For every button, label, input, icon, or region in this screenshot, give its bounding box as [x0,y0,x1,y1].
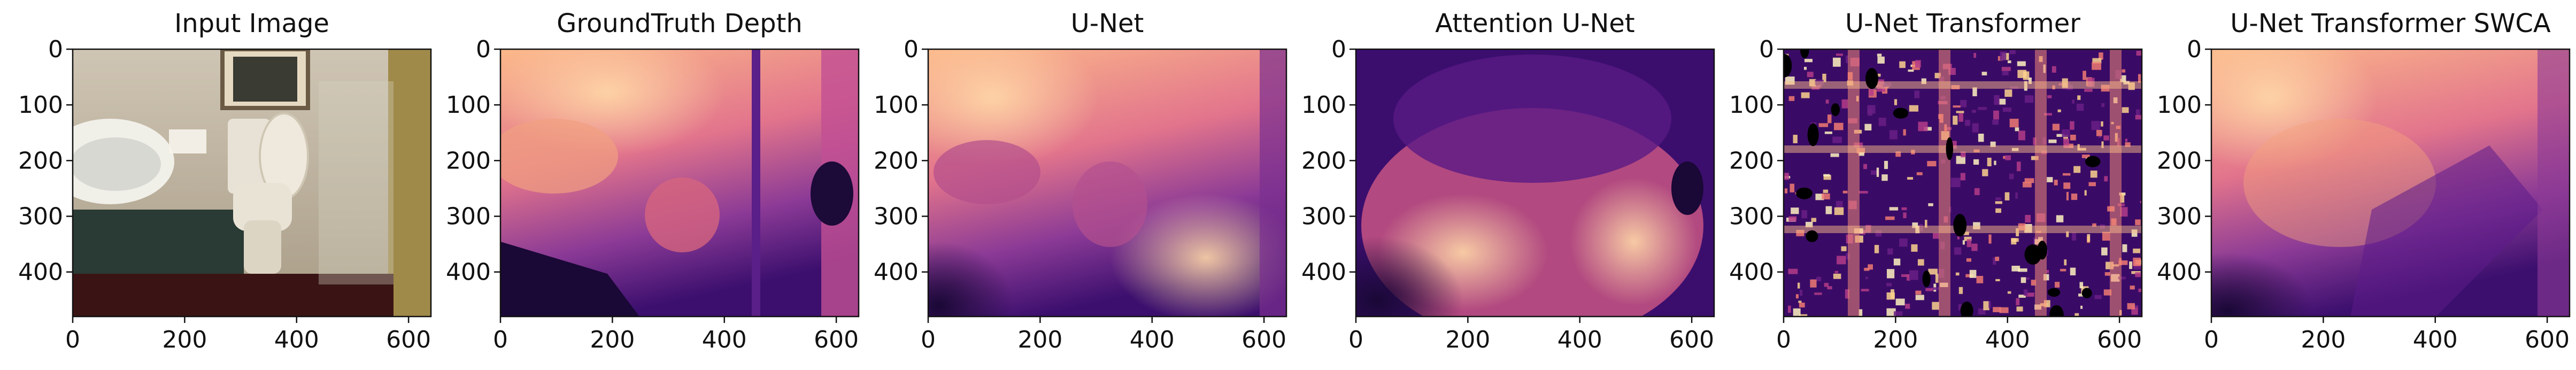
y-tick-label: 300 [1729,203,1774,230]
x-tick-label: 400 [1985,326,2030,353]
axes-frame [927,48,1287,318]
y-tick-label: 300 [2157,203,2202,230]
y-tick-label: 400 [18,259,63,286]
x-tick-label: 600 [814,326,859,353]
y-tick-label: 0 [2187,36,2202,63]
panel-image [2211,49,2570,317]
panel-axes: 0 200 400 600 0 100 200 300 400 [874,36,1287,353]
panel-title: U-Net Transformer SWCA [2230,9,2551,38]
panel-depth-unet: U-Net 0 200 400 600 0 100 200 300 400 [855,0,1287,370]
y-tick-label: 100 [446,91,491,119]
panel-axes: 0 200 400 600 0 100 200 300 400 [1729,36,2143,353]
y-tick-label: 0 [1331,36,1346,63]
y-tick-label: 100 [18,91,63,119]
axes-frame [499,48,860,318]
panel-title: Attention U-Net [1435,9,1635,38]
y-tick-label: 0 [1759,36,1774,63]
y-tick-label: 400 [446,259,491,286]
y-tick-label: 200 [446,147,491,174]
y-tick-label: 400 [1729,259,1774,286]
y-tick-label: 300 [874,203,919,230]
panel-title: Input Image [174,9,329,38]
panel-photo: Input Image 0 200 400 600 0 100 200 300 400 [0,0,432,370]
y-tick-label: 400 [1301,259,1346,286]
y-tick-label: 300 [1301,203,1346,230]
y-tick-label: 200 [874,147,919,174]
panel-axes: 0 200 400 600 0 100 200 300 400 [2157,36,2571,353]
panel-depth-attn: Attention U-Net 0 200 400 600 0 100 200 300 400 [1283,0,1715,370]
axes-frame [1355,48,1715,318]
panel-image [73,49,431,317]
y-tick-label: 0 [904,36,919,63]
panel-title: GroundTruth Depth [557,9,803,38]
x-tick-label: 0 [1776,326,1791,353]
y-tick-label: 400 [874,259,919,286]
panel-depth-noisy: U-Net Transformer 0 200 400 600 0 100 200 300 400 [1711,0,2143,370]
x-tick-label: 600 [1669,326,1714,353]
x-tick-label: 200 [590,326,635,353]
x-tick-label: 600 [386,326,431,353]
panel-image [500,49,859,317]
x-tick-label: 400 [702,326,747,353]
y-tick-label: 300 [18,203,63,230]
x-tick-label: 200 [162,326,207,353]
panel-axes: 0 200 400 600 0 100 200 300 400 [1301,36,1715,353]
y-tick-label: 200 [1729,147,1774,174]
y-tick-label: 100 [1301,91,1346,119]
y-tick-label: 100 [874,91,919,119]
x-tick-label: 0 [921,326,936,353]
x-tick-label: 600 [1241,326,1286,353]
x-tick-label: 200 [1873,326,1918,353]
axes-frame [72,48,432,318]
y-tick-label: 300 [446,203,491,230]
x-tick-label: 200 [1445,326,1490,353]
axes-frame [1783,48,2143,318]
y-tick-label: 200 [18,147,63,174]
panel-axes: 0 200 400 600 0 100 200 300 400 [446,36,860,353]
panel-axes: 0 200 400 600 0 100 200 300 400 [18,36,432,353]
y-tick-label: 0 [48,36,63,63]
x-tick-label: 400 [2413,326,2458,353]
y-tick-label: 100 [2157,91,2202,119]
x-tick-label: 0 [65,326,80,353]
panel-image [1356,49,1714,317]
y-tick-label: 100 [1729,91,1774,119]
x-tick-label: 400 [274,326,319,353]
panel-image [1784,49,2142,317]
panel-depth-swca: U-Net Transformer SWCA 0 200 400 600 0 100 200 3… [2139,0,2571,370]
x-tick-label: 200 [2301,326,2346,353]
panel-title: U-Net [1070,9,1144,38]
x-tick-label: 600 [2097,326,2142,353]
x-tick-label: 0 [2204,326,2219,353]
y-tick-label: 200 [1301,147,1346,174]
y-tick-label: 200 [2157,147,2202,174]
y-tick-label: 0 [476,36,491,63]
axes-frame [2210,48,2571,318]
x-tick-label: 400 [1557,326,1602,353]
panel-depth-gt: GroundTruth Depth 0 200 400 600 0 100 200 300 400 [428,0,860,370]
panel-title: U-Net Transformer [1845,9,2080,38]
x-tick-label: 0 [493,326,508,353]
panel-image [928,49,1286,317]
x-tick-label: 200 [1017,326,1062,353]
y-tick-label: 400 [2157,259,2202,286]
x-tick-label: 0 [1348,326,1363,353]
x-tick-label: 400 [1130,326,1175,353]
x-tick-label: 600 [2525,326,2570,353]
